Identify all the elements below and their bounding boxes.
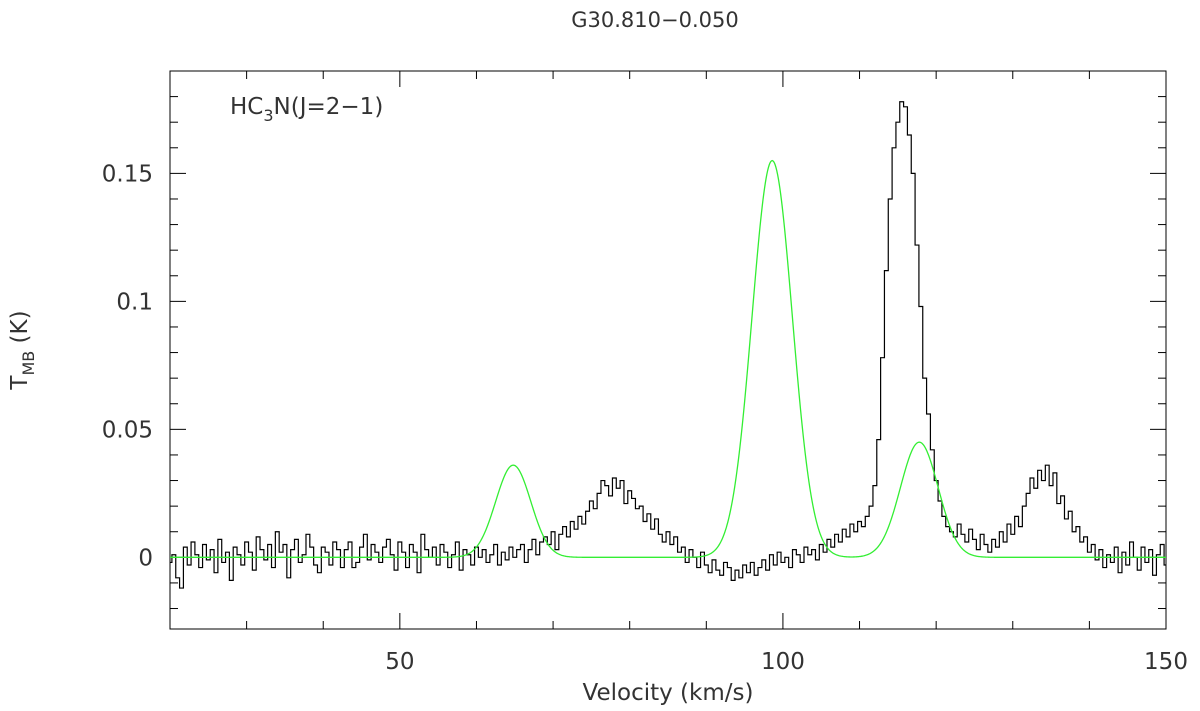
annotation-subscript: 3 [263, 106, 273, 125]
y-axis-label-sub: MB [19, 351, 38, 376]
y-tick-labels: 0 0.05 0.1 0.15 [102, 161, 153, 571]
y-tick-label: 0.15 [102, 161, 153, 187]
x-tick-labels: 50 100 150 [385, 649, 1188, 675]
molecule-annotation: HC3N(J=2−1) [230, 94, 383, 125]
y-axis-label-main: T [7, 375, 33, 391]
spectrum-series [170, 101, 1166, 589]
y-tick-label: 0.1 [116, 289, 153, 315]
chart-title: G30.810−0.050 [571, 8, 738, 32]
axis-ticks [170, 71, 1167, 629]
x-axis-label: Velocity (km/s) [583, 680, 754, 706]
y-axis-label-unit: (K) [7, 310, 33, 350]
plot-frame [169, 70, 1167, 630]
x-tick-label: 100 [761, 649, 805, 675]
gaussian-fit-line [170, 159, 1166, 558]
x-tick-label: 150 [1144, 649, 1188, 675]
x-tick-label: 50 [385, 649, 414, 675]
annotation-prefix: HC [230, 94, 263, 120]
observed-spectrum-line [170, 101, 1166, 589]
y-tick-label: 0.05 [102, 417, 153, 443]
y-axis-label: TMB (K) [7, 310, 38, 390]
annotation-suffix: N(J=2−1) [274, 94, 384, 120]
y-tick-label: 0 [138, 545, 153, 571]
